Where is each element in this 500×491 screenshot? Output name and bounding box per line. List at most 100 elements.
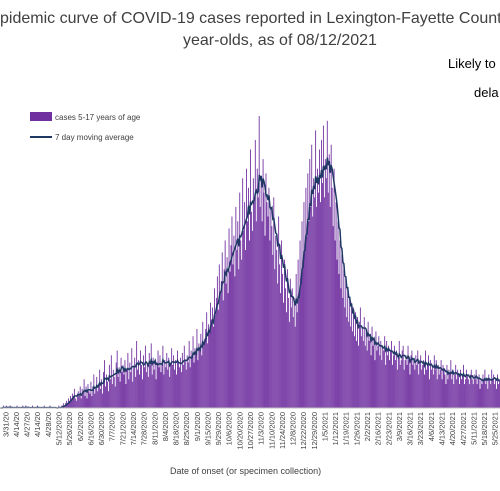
bar <box>472 384 474 408</box>
bar <box>145 372 147 408</box>
bar <box>107 381 108 408</box>
bar <box>217 309 219 408</box>
bar <box>492 379 494 408</box>
bar <box>169 376 171 408</box>
x-axis-title: Date of onset (or specimen collection) <box>170 466 321 476</box>
bar <box>418 374 420 408</box>
bar <box>118 367 120 408</box>
bar <box>280 293 282 408</box>
bar <box>314 197 316 408</box>
x-tick-label: 7/14/2020 <box>129 412 138 445</box>
bar <box>480 379 482 408</box>
bar <box>89 393 91 408</box>
x-tick-label: 8/25/2020 <box>182 412 191 445</box>
bar <box>245 250 247 408</box>
x-tick-label: 10/6/2020 <box>225 412 234 445</box>
x-axis-tick-labels: 3/31/20 4/14/20 4/27/20 4/14/20 4/28/20 5/12/… <box>1 412 499 450</box>
bar <box>197 360 199 408</box>
bar <box>464 379 466 408</box>
bar <box>130 372 132 408</box>
bar <box>127 352 129 408</box>
bar <box>211 319 212 408</box>
bar <box>430 369 432 408</box>
bar <box>348 321 350 408</box>
bar <box>253 202 255 408</box>
bar <box>370 355 372 408</box>
bar <box>144 345 146 408</box>
bar <box>121 372 123 408</box>
bar <box>91 396 93 408</box>
bar <box>189 367 191 408</box>
x-tick-label: 2/16/2021 <box>374 412 383 445</box>
bar <box>102 393 104 408</box>
bar <box>455 364 457 408</box>
bar <box>496 388 497 408</box>
bar <box>123 374 125 408</box>
bar <box>115 362 117 408</box>
x-tick-label: 8/11/2020 <box>150 412 159 445</box>
bar <box>415 355 417 408</box>
bar <box>450 360 452 408</box>
bar <box>76 393 78 408</box>
bar <box>94 393 96 408</box>
bar <box>479 388 481 408</box>
bar <box>484 369 486 408</box>
bar <box>420 355 422 408</box>
bar <box>122 364 124 408</box>
bar <box>93 374 95 408</box>
bar <box>195 355 197 408</box>
bar <box>302 264 304 408</box>
bar <box>290 307 292 408</box>
bar <box>337 221 339 408</box>
bar <box>271 226 273 408</box>
bar <box>143 355 144 408</box>
bar <box>109 379 111 408</box>
bar <box>90 381 92 408</box>
bar <box>447 379 449 408</box>
bar <box>286 269 288 408</box>
bar <box>361 326 363 408</box>
bar <box>117 376 119 408</box>
bar <box>368 340 370 408</box>
bar <box>374 360 376 408</box>
bar <box>124 360 126 408</box>
bar <box>165 367 167 408</box>
bar <box>276 250 278 408</box>
bar <box>272 254 274 408</box>
bar <box>231 216 233 408</box>
bar <box>268 187 270 408</box>
bar <box>162 345 164 408</box>
bar <box>251 230 253 408</box>
bar <box>73 388 75 408</box>
bar <box>178 362 179 408</box>
bar <box>187 362 189 408</box>
x-tick-label: 12/29/2020 <box>310 412 319 450</box>
bar <box>202 321 204 408</box>
bar <box>393 355 394 408</box>
x-tick-label: 8/18/2020 <box>172 412 181 445</box>
bar <box>265 173 267 408</box>
bar <box>349 297 351 408</box>
bar <box>114 386 116 408</box>
bar <box>166 352 168 408</box>
x-tick-label: 10/27/2020 <box>246 412 255 450</box>
bar <box>339 240 341 408</box>
x-tick-label: 8/4/2020 <box>161 412 170 441</box>
bar <box>313 178 315 408</box>
bar <box>226 257 228 408</box>
bar <box>373 340 375 408</box>
bar <box>75 400 77 408</box>
bar <box>296 312 298 408</box>
bar <box>322 125 324 408</box>
bar <box>255 221 257 408</box>
x-tick-label: 2/23/2021 <box>384 412 393 445</box>
bar <box>423 360 425 408</box>
bar <box>460 369 461 408</box>
bar <box>421 369 423 408</box>
bar <box>204 338 206 408</box>
bar <box>467 379 469 408</box>
bar <box>135 376 137 408</box>
x-tick-label: 6/30/2020 <box>97 412 106 445</box>
bar <box>441 379 443 408</box>
bar <box>216 276 218 408</box>
